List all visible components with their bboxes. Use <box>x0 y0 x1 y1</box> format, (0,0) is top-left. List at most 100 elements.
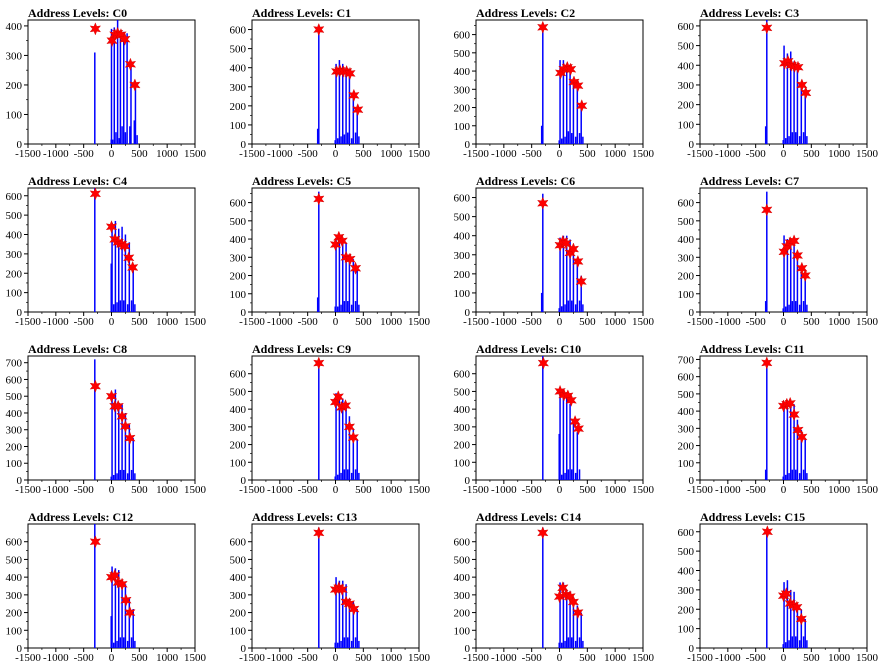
x-tick-label: 1500 <box>632 148 655 160</box>
histogram-bar <box>124 584 127 648</box>
histogram-bar <box>133 120 136 144</box>
histogram-bar <box>574 640 577 648</box>
x-tick-label: -1000 <box>491 652 517 664</box>
chart-title: Address Levels: C4 <box>28 174 128 188</box>
histogram-bar <box>340 304 342 312</box>
x-tick-label: 0 <box>557 484 563 496</box>
peak-marker <box>336 234 348 248</box>
x-tick-label: 0 <box>109 316 115 328</box>
y-tick-label: 600 <box>230 198 247 210</box>
y-tick-label: 100 <box>678 289 695 301</box>
x-tick-label: 1000 <box>828 484 851 496</box>
x-tick-label: 0 <box>109 652 115 664</box>
peak-marker <box>349 261 362 275</box>
y-tick-label: 500 <box>230 44 247 56</box>
histogram-bar <box>542 23 544 144</box>
histogram-bar <box>134 304 136 312</box>
chart-panel: Address Levels: C10 0 100 200 300 400 500 600 -1… <box>448 336 672 504</box>
histogram-bar <box>119 469 122 480</box>
x-tick-label: 500 <box>579 148 596 160</box>
y-tick-label: 300 <box>454 250 471 262</box>
y-tick-label: 300 <box>230 422 247 434</box>
y-tick-label: 500 <box>454 386 471 398</box>
histogram-bar <box>783 235 785 312</box>
peak-marker <box>800 86 812 100</box>
y-tick-label: 100 <box>678 458 695 470</box>
histogram-bar <box>764 126 767 144</box>
x-tick-label: -1000 <box>715 652 741 664</box>
histogram-bar <box>354 469 357 480</box>
histogram-bar <box>110 616 112 648</box>
histogram-bar <box>572 598 575 648</box>
histogram-bar <box>316 128 319 144</box>
histogram-plot: 0 100 200 300 400 500 600 -1500 -1000 -500 0 500 100… <box>678 187 879 328</box>
histogram-plot: 0 100 200 300 400 500 600 700 -1500 -1000 -500 0 500… <box>6 355 207 496</box>
x-tick-label: 1500 <box>184 316 207 328</box>
histogram-bar <box>119 637 122 648</box>
y-tick-label: 100 <box>6 625 23 637</box>
histogram-bar <box>571 637 573 648</box>
x-tick-label: -1500 <box>463 148 489 160</box>
x-tick-label: 0 <box>333 148 339 160</box>
histogram-bar <box>793 404 795 480</box>
histogram-bar <box>578 637 581 648</box>
histogram-bar <box>796 65 799 144</box>
histogram-bar <box>117 228 120 312</box>
histogram-bar <box>562 60 565 145</box>
histogram-bar <box>559 60 561 145</box>
x-tick-label: -1500 <box>15 316 41 328</box>
histogram-bar <box>336 474 339 480</box>
histogram-bar <box>564 640 566 648</box>
histogram-bar <box>802 301 805 312</box>
histogram-bar <box>340 640 342 648</box>
histogram-bar <box>560 474 563 480</box>
peak-marker <box>336 582 348 597</box>
histogram-bar <box>124 234 127 312</box>
y-tick-label: 100 <box>230 120 247 132</box>
histogram-bar <box>134 84 137 144</box>
histogram-bar <box>791 132 794 144</box>
histogram-bar <box>358 304 360 312</box>
x-tick-label: 500 <box>131 484 148 496</box>
peak-marker <box>124 606 136 620</box>
histogram-bar <box>123 300 125 313</box>
histogram-bar <box>569 239 571 312</box>
y-tick-label: 700 <box>6 358 23 370</box>
x-tick-label: -1500 <box>15 484 41 496</box>
peak-marker <box>89 22 102 36</box>
chart-title: Address Levels: C3 <box>700 6 800 20</box>
y-tick-label: 100 <box>6 288 23 300</box>
x-tick-label: 500 <box>803 316 820 328</box>
x-tick-label: -1000 <box>715 148 741 160</box>
peak-marker <box>112 399 124 413</box>
chart-title: Address Levels: C13 <box>252 510 358 524</box>
x-tick-label: 500 <box>803 652 820 664</box>
histogram-bar <box>766 20 768 144</box>
y-tick-label: 400 <box>6 21 23 33</box>
histogram-bar <box>795 301 797 312</box>
x-tick-label: -500 <box>298 148 319 160</box>
y-tick-label: 400 <box>6 408 23 420</box>
chart-panel: Address Levels: C13 0 100 200 300 400 500 600 -1… <box>224 504 448 672</box>
x-tick-label: -1500 <box>239 652 265 664</box>
peak-marker <box>119 419 132 433</box>
y-tick-label: 100 <box>678 624 695 636</box>
histogram-bar <box>318 359 320 480</box>
histogram-bar <box>795 469 797 480</box>
y-tick-label: 200 <box>454 103 471 115</box>
peak-marker <box>796 430 808 444</box>
histogram-bar <box>130 469 133 480</box>
histogram-bar <box>132 438 134 480</box>
y-tick-label: 500 <box>454 48 471 60</box>
histogram-bar <box>576 432 579 480</box>
histogram-bar <box>343 134 346 144</box>
peak-marker <box>564 62 577 76</box>
histogram-bar <box>786 402 789 480</box>
histogram-bar <box>336 138 339 144</box>
histogram-bar <box>347 469 349 480</box>
histogram-bar <box>789 589 792 649</box>
x-tick-label: -1000 <box>715 316 741 328</box>
y-tick-label: 600 <box>454 193 471 205</box>
histogram-bar <box>116 302 118 312</box>
histogram-bar <box>559 582 561 648</box>
